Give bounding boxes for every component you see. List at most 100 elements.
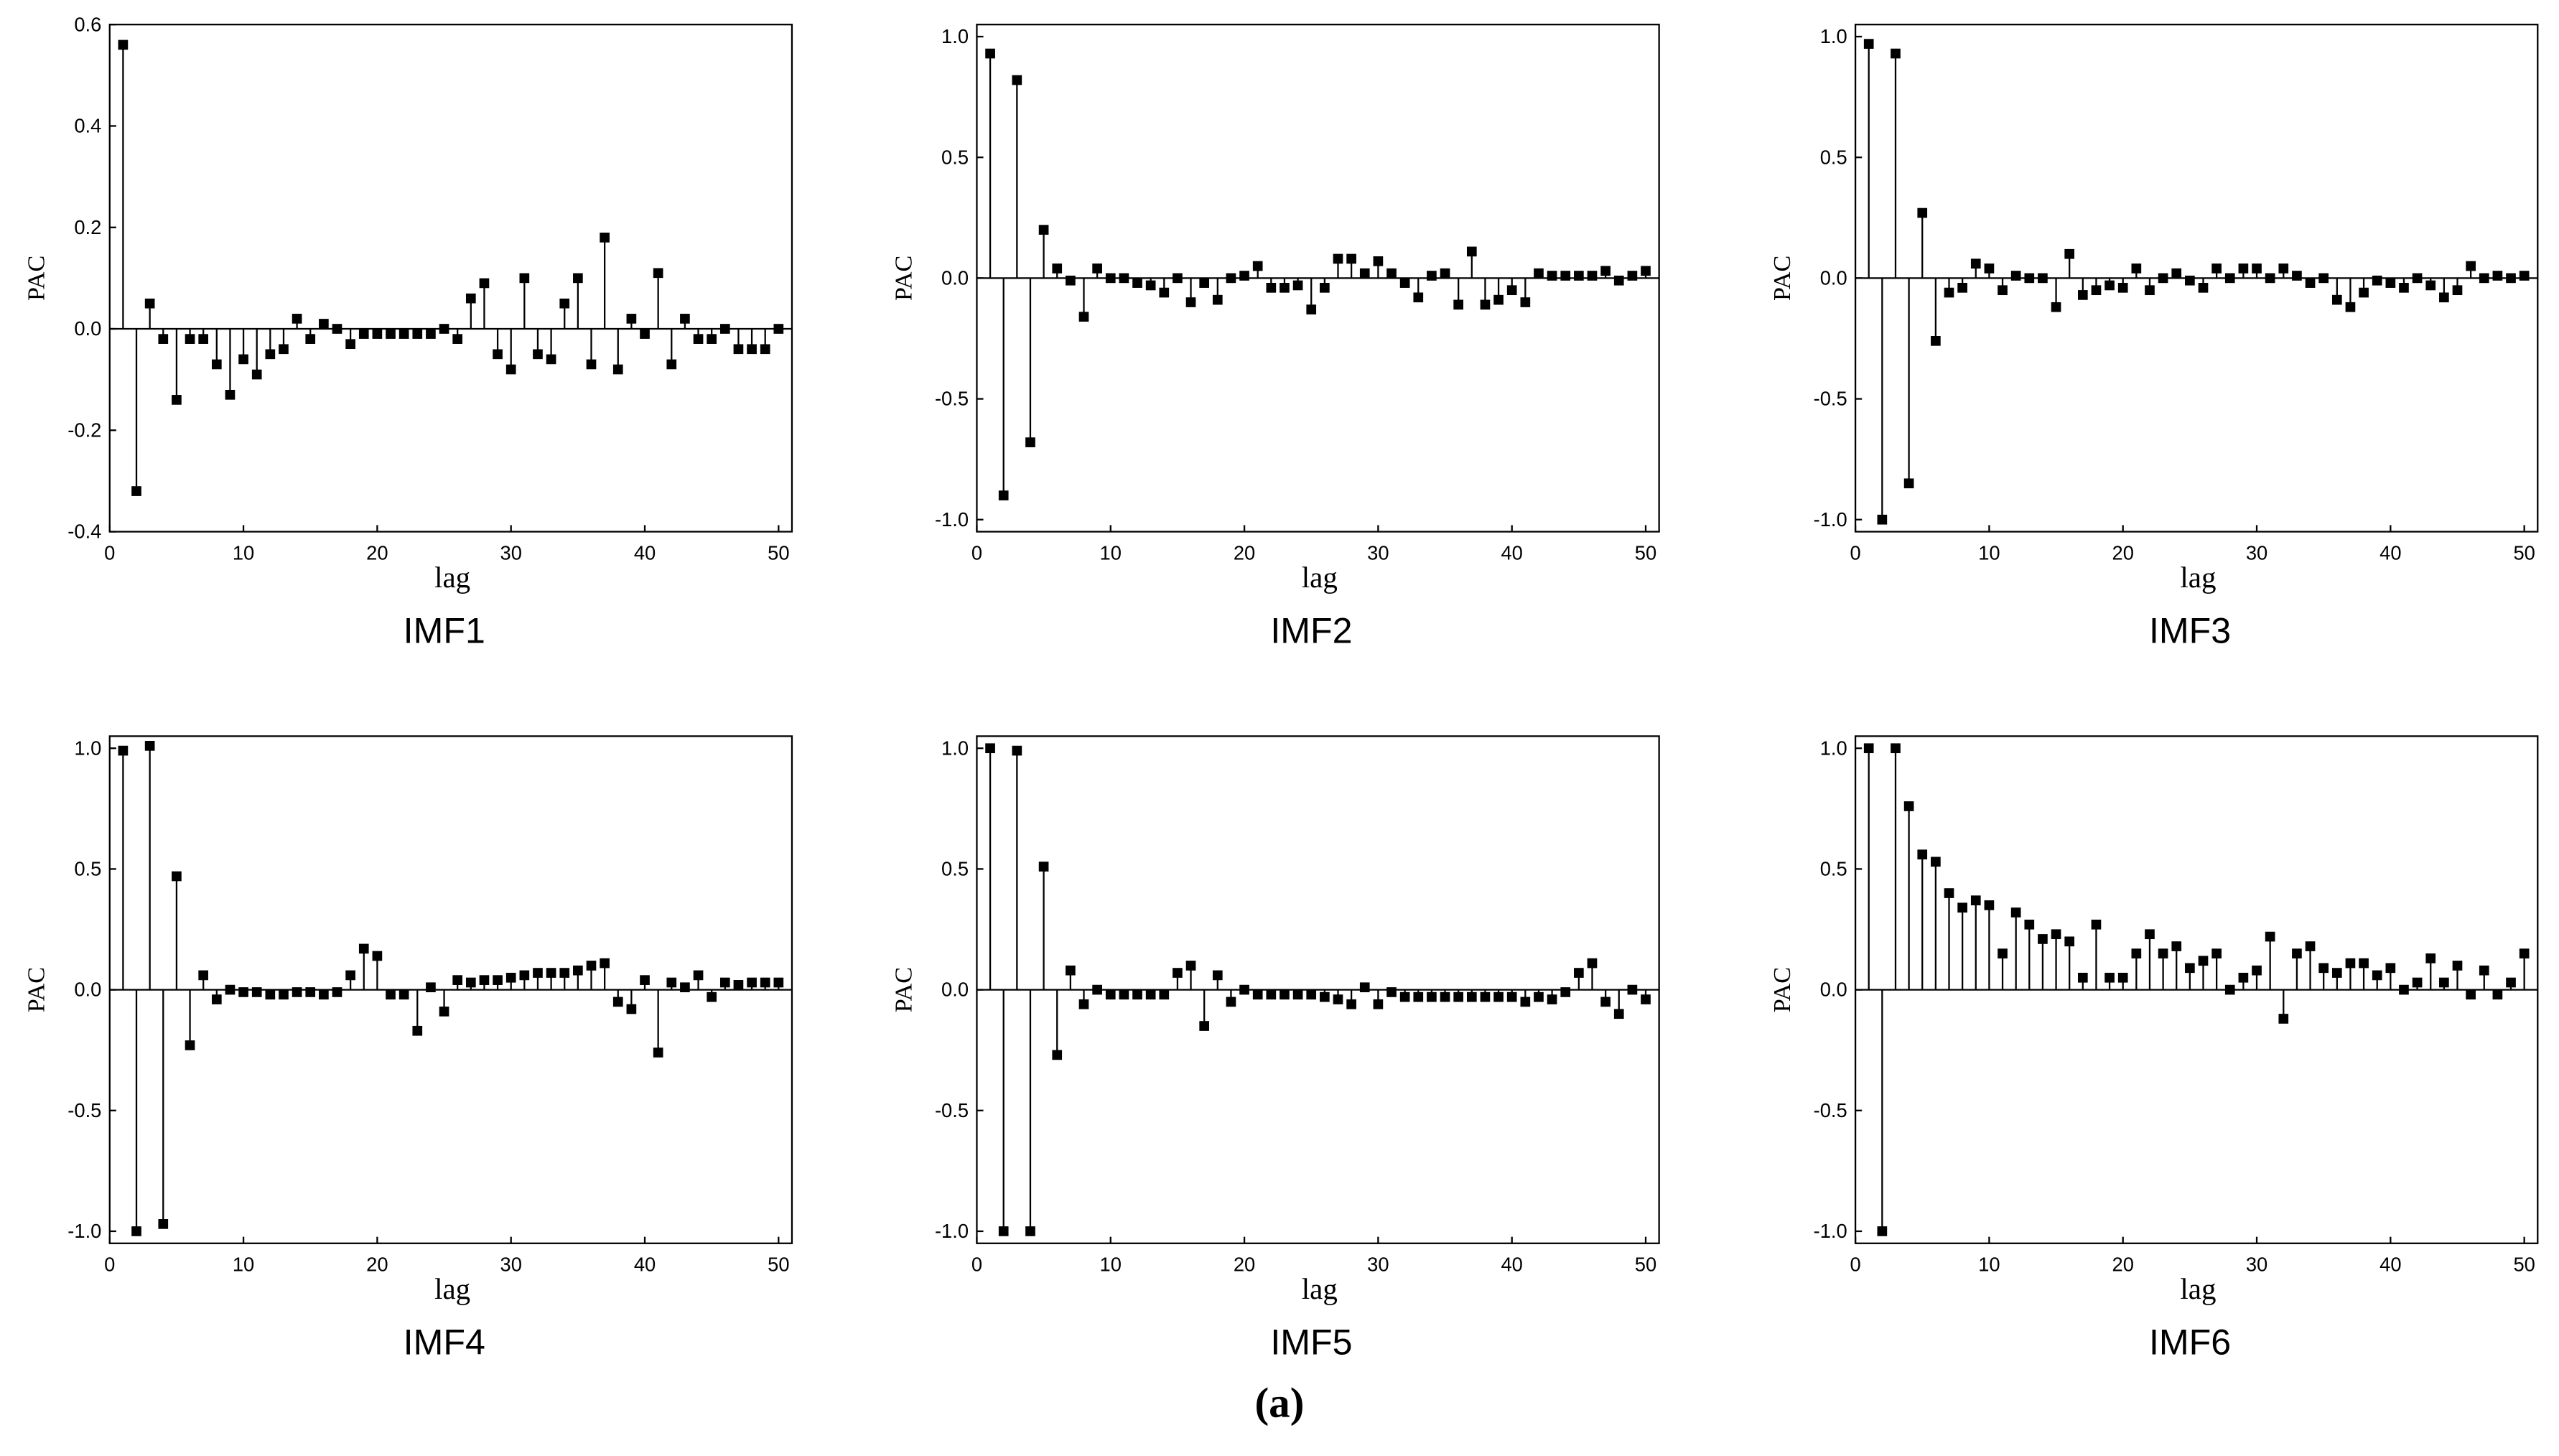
stem-marker: [2519, 948, 2530, 958]
stem-marker: [2171, 941, 2182, 951]
stem-marker: [2224, 984, 2235, 995]
stem-marker: [600, 958, 610, 969]
stem-marker: [2117, 972, 2128, 983]
x-tick-label: 20: [2112, 1254, 2134, 1276]
stem-marker: [533, 349, 543, 360]
stem-marker: [1574, 968, 1584, 978]
stem-marker: [1266, 989, 1277, 1000]
stem-marker: [238, 354, 248, 365]
stem-marker: [185, 1040, 195, 1050]
stem-marker: [2425, 280, 2436, 291]
x-axis-label: lag: [1302, 1272, 1338, 1305]
stem-marker: [2158, 948, 2168, 958]
stem-marker: [1440, 991, 1450, 1002]
stem-marker: [1320, 282, 1330, 293]
stem-marker: [2519, 271, 2530, 281]
stem-marker: [1600, 266, 1611, 276]
x-tick-label: 10: [233, 541, 254, 564]
stem-marker: [2051, 302, 2061, 312]
stem-marker: [2064, 248, 2075, 259]
x-tick-label: 50: [2513, 1254, 2535, 1276]
stem-marker: [505, 972, 516, 983]
panel: -0.4 -0.2 0.0 0.2 0.4 0.6 0 10 20 30 40 50 lag PAC IMF…: [24, 13, 793, 651]
stem-marker: [1520, 997, 1531, 1007]
stem-marker: [426, 329, 436, 339]
stem-marker: [1145, 280, 1156, 291]
stem-marker: [747, 977, 757, 988]
stem-marker: [1641, 266, 1651, 276]
stem-marker: [1547, 994, 1557, 1004]
stem-marker: [2345, 958, 2356, 969]
stem-marker: [386, 989, 396, 1000]
stem-marker: [626, 1004, 637, 1014]
x-tick-label: 20: [1234, 541, 1255, 564]
stem-marker: [1280, 282, 1290, 293]
stem-marker: [1119, 273, 1129, 284]
stem-marker: [1199, 278, 1210, 288]
stem-marker: [2265, 273, 2275, 284]
x-tick-label: 10: [1100, 541, 1122, 564]
stem-marker: [1917, 849, 1928, 860]
stem-marker: [172, 871, 182, 882]
stem-marker: [2104, 972, 2115, 983]
y-tick-label: -1.0: [935, 508, 969, 531]
y-tick-label: 0.5: [941, 146, 969, 168]
stem-marker: [279, 989, 289, 1000]
x-tick-label: 0: [104, 1254, 115, 1276]
stem-marker: [1560, 987, 1571, 997]
x-axis-label: lag: [2180, 1272, 2216, 1305]
stem-marker: [2265, 931, 2275, 942]
stem-marker: [1917, 207, 1928, 218]
stem-marker: [1226, 997, 1236, 1007]
stem-marker: [1092, 984, 1102, 995]
stem-marker: [1427, 271, 1437, 281]
stem-marker: [1226, 273, 1236, 284]
stem-marker: [2145, 929, 2155, 940]
stem-marker: [1132, 278, 1142, 288]
stem-marker: [1493, 294, 1504, 305]
stem-marker: [626, 314, 637, 324]
stem-marker: [1066, 275, 1076, 286]
stem-marker: [1931, 857, 1941, 867]
x-tick-label: 0: [1850, 541, 1860, 564]
stem-marker: [1600, 997, 1611, 1007]
stem-marker: [1970, 895, 1981, 905]
stem-marker: [1333, 994, 1343, 1004]
y-tick-label: 0.0: [1820, 266, 1847, 289]
stem-marker: [2185, 963, 2195, 974]
stem-marker: [1159, 989, 1170, 1000]
stem-marker: [2038, 934, 2048, 944]
stem-marker: [2479, 965, 2489, 976]
stem-marker: [985, 48, 995, 59]
stem-marker: [292, 987, 302, 997]
stem-marker: [2064, 936, 2075, 947]
x-tick-label: 40: [2379, 541, 2401, 564]
stem-marker: [1520, 297, 1531, 307]
stem-marker: [2372, 275, 2382, 286]
x-axis-label: lag: [434, 561, 470, 594]
y-axis-label: PAC: [1769, 967, 1796, 1012]
x-axis-label: lag: [434, 1272, 470, 1305]
x-axis-label: lag: [2180, 561, 2216, 594]
y-tick-label: 0.2: [74, 216, 101, 238]
stem-marker: [1373, 256, 1384, 266]
stem-marker: [2211, 263, 2222, 274]
stem-marker: [372, 951, 383, 961]
stem-marker: [2492, 271, 2503, 281]
y-axis-label: PAC: [24, 967, 50, 1012]
stem-marker: [479, 278, 490, 289]
stem-marker: [225, 390, 236, 400]
stem-marker: [1066, 965, 1076, 976]
stem-marker: [1863, 743, 1874, 754]
stem-marker: [1386, 987, 1397, 997]
y-axis-label: PAC: [1769, 256, 1796, 301]
x-tick-label: 40: [634, 541, 656, 564]
stem-marker: [1373, 999, 1384, 1009]
stem-marker: [1119, 989, 1129, 1000]
stem-marker: [251, 369, 262, 380]
stem-marker: [2010, 271, 2021, 281]
x-tick-label: 0: [104, 541, 115, 564]
stem-marker: [345, 339, 355, 350]
stem-marker: [1092, 263, 1102, 274]
stem-marker: [1266, 282, 1277, 293]
